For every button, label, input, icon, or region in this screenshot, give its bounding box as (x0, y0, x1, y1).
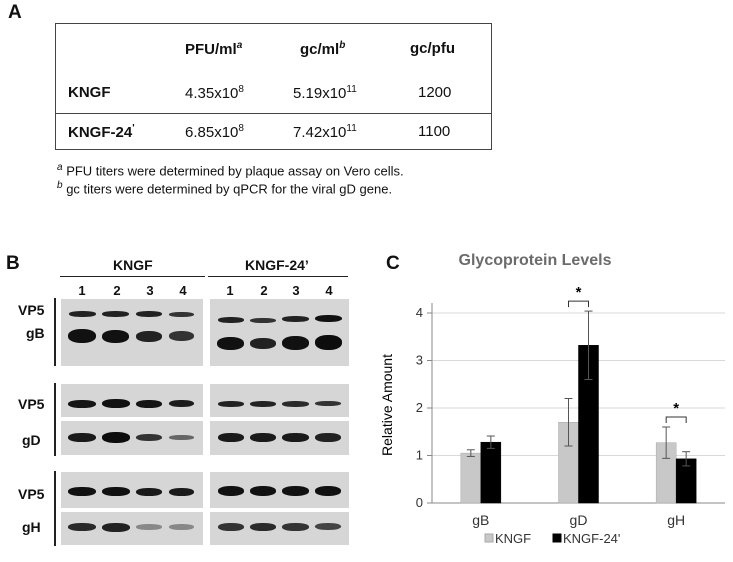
group-label-kngf: KNGF (113, 257, 153, 273)
significance-star: * (673, 400, 679, 417)
blot-label-gd: gD (22, 432, 41, 448)
footnote-b: b gc titers were determined by qPCR for … (57, 180, 393, 197)
titer-table: PFU/mla gc/mlb gc/pfu KNGF 4.35x108 5.19… (55, 23, 492, 150)
y-tick-label: 0 (416, 495, 423, 510)
legend-label: KNGF-24' (563, 531, 620, 546)
blot-gd-vp5-kngf24 (210, 384, 349, 417)
blot-gh-vp5-kngf (61, 472, 203, 508)
ratio-value: 1100 (418, 123, 451, 140)
gc-value: 7.42x1011 (293, 123, 357, 141)
lane-number: 2 (113, 283, 121, 298)
gc-value: 5.19x1011 (293, 84, 357, 102)
y-tick-label: 4 (416, 305, 423, 320)
row-label-kngf: KNGF (68, 84, 111, 101)
header-gc: gc/mlb (300, 40, 346, 58)
group-rule-kngf24 (208, 276, 348, 277)
lane-number: 3 (146, 283, 154, 298)
blot-gd-kngf24 (210, 421, 349, 455)
group-rule-kngf (60, 276, 205, 277)
significance-bracket (568, 300, 589, 308)
ratio-value: 1200 (418, 84, 452, 101)
table-right-rule (491, 23, 492, 150)
pfu-value: 4.35x108 (185, 84, 244, 102)
blot-gh-kngf24 (210, 512, 349, 545)
bar-kngf24-gB (480, 441, 502, 504)
header-gc-pfu: gc/pfu (410, 40, 455, 57)
table-row-divider (55, 113, 492, 114)
blot-label-vp5: VP5 (18, 302, 45, 318)
legend-swatch (552, 533, 562, 543)
legend-swatch (484, 533, 494, 543)
blot-gb-kngf (61, 299, 203, 366)
table-bottom-rule (55, 149, 492, 150)
significance-star: * (576, 284, 582, 301)
table-left-rule (55, 23, 56, 150)
blot-gh-vp5-kngf24 (210, 472, 349, 508)
blot-gb-kngf24 (210, 299, 349, 366)
y-tick-label: 3 (416, 353, 423, 368)
significance-bracket (665, 416, 687, 423)
footnote-a: a PFU titers were determined by plaque a… (57, 162, 404, 179)
blot-label-gb: gB (26, 325, 45, 341)
x-tick-label: gD (570, 512, 588, 528)
glycoprotein-chart: Glycoprotein Levels Relative Amount 0 1 2 3… (380, 252, 725, 546)
blot-separator (54, 383, 56, 456)
y-axis-label: Relative Amount (380, 354, 395, 456)
lane-number: 2 (260, 283, 268, 298)
panel-c-letter: C (386, 253, 400, 274)
panel-a-letter: A (8, 2, 22, 23)
blot-label-vp5: VP5 (18, 396, 45, 412)
x-tick-label: gB (472, 512, 489, 528)
blot-label-vp5: VP5 (18, 486, 45, 502)
lane-number: 1 (226, 283, 234, 298)
header-pfu: PFU/mla (185, 40, 243, 58)
bar-kngf-gB (460, 452, 482, 504)
y-tick-label: 2 (416, 400, 423, 415)
legend-label: KNGF (495, 531, 531, 546)
lane-number: 3 (292, 283, 300, 298)
lane-number: 1 (78, 283, 86, 298)
panel-b-letter: B (6, 253, 20, 274)
lane-number: 4 (179, 283, 187, 298)
blot-separator (54, 298, 56, 366)
blot-separator (54, 471, 56, 546)
x-tick-label: gH (667, 512, 685, 528)
blot-gh-kngf (61, 512, 203, 545)
table-top-rule (55, 23, 492, 24)
lane-number: 4 (325, 283, 333, 298)
row-label-kngf24: KNGF-24' (68, 123, 135, 141)
y-tick-label: 1 (416, 448, 423, 463)
pfu-value: 6.85x108 (185, 123, 244, 141)
blot-label-gh: gH (22, 519, 41, 535)
blot-gd-vp5-kngf (61, 384, 203, 417)
group-label-kngf24: KNGF-24’ (245, 257, 309, 273)
blot-gd-kngf (61, 421, 203, 455)
chart-title: Glycoprotein Levels (459, 252, 612, 269)
